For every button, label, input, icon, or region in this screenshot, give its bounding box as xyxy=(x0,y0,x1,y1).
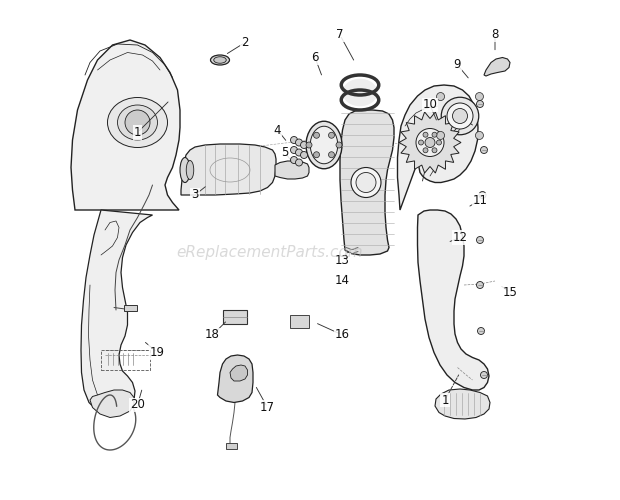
Polygon shape xyxy=(484,58,510,76)
Circle shape xyxy=(296,159,303,166)
Polygon shape xyxy=(71,40,180,210)
Circle shape xyxy=(296,149,303,156)
Polygon shape xyxy=(81,210,153,414)
Text: 2: 2 xyxy=(241,36,249,49)
Polygon shape xyxy=(275,161,309,179)
Text: 1: 1 xyxy=(134,126,141,139)
Circle shape xyxy=(291,146,298,154)
Polygon shape xyxy=(218,355,253,403)
Ellipse shape xyxy=(107,98,167,148)
Text: 6: 6 xyxy=(311,51,319,64)
Circle shape xyxy=(301,152,308,158)
Circle shape xyxy=(476,132,484,140)
Circle shape xyxy=(432,132,437,137)
Ellipse shape xyxy=(118,105,157,140)
Text: 8: 8 xyxy=(491,28,498,42)
Text: 5: 5 xyxy=(281,146,289,159)
Circle shape xyxy=(291,136,298,143)
FancyBboxPatch shape xyxy=(290,315,309,328)
Text: 14: 14 xyxy=(335,274,350,286)
Polygon shape xyxy=(340,110,394,255)
Text: 20: 20 xyxy=(130,398,145,411)
Text: 10: 10 xyxy=(423,98,438,112)
Circle shape xyxy=(476,92,484,100)
Ellipse shape xyxy=(180,158,190,182)
Polygon shape xyxy=(399,112,461,173)
Polygon shape xyxy=(230,365,247,381)
Polygon shape xyxy=(397,85,478,210)
Circle shape xyxy=(125,110,150,135)
Ellipse shape xyxy=(447,103,473,129)
Circle shape xyxy=(436,92,445,100)
Circle shape xyxy=(416,128,444,156)
Circle shape xyxy=(314,132,319,138)
Circle shape xyxy=(480,146,487,154)
Circle shape xyxy=(477,328,484,334)
Text: 9: 9 xyxy=(454,58,461,71)
Circle shape xyxy=(418,140,423,145)
FancyBboxPatch shape xyxy=(223,310,247,324)
Ellipse shape xyxy=(441,97,479,134)
Circle shape xyxy=(453,108,467,124)
Text: 19: 19 xyxy=(150,346,165,359)
Circle shape xyxy=(336,142,342,148)
Polygon shape xyxy=(417,210,489,390)
Circle shape xyxy=(479,192,486,198)
Text: 15: 15 xyxy=(503,286,518,299)
Circle shape xyxy=(425,138,435,147)
Circle shape xyxy=(329,132,335,138)
Text: 17: 17 xyxy=(260,401,275,414)
Circle shape xyxy=(480,372,487,378)
Circle shape xyxy=(436,132,445,140)
Polygon shape xyxy=(181,144,276,195)
Ellipse shape xyxy=(186,160,193,180)
Circle shape xyxy=(423,148,428,153)
Text: 12: 12 xyxy=(453,231,467,244)
Circle shape xyxy=(296,139,303,146)
Circle shape xyxy=(477,282,484,288)
Circle shape xyxy=(477,236,484,244)
Text: 16: 16 xyxy=(335,328,350,342)
Circle shape xyxy=(329,152,335,158)
Ellipse shape xyxy=(351,168,381,198)
Text: 4: 4 xyxy=(274,124,281,136)
Circle shape xyxy=(301,142,308,148)
Circle shape xyxy=(423,132,428,137)
Ellipse shape xyxy=(356,172,376,193)
Text: eReplacementParts.com: eReplacementParts.com xyxy=(177,245,363,260)
Circle shape xyxy=(436,140,441,145)
Circle shape xyxy=(314,152,319,158)
FancyBboxPatch shape xyxy=(226,443,237,449)
Circle shape xyxy=(291,156,298,164)
Text: 7: 7 xyxy=(336,28,343,42)
Ellipse shape xyxy=(211,55,229,65)
Circle shape xyxy=(477,100,484,107)
Ellipse shape xyxy=(310,126,338,164)
Ellipse shape xyxy=(342,78,378,106)
Text: 13: 13 xyxy=(335,254,350,266)
Circle shape xyxy=(432,148,437,153)
Circle shape xyxy=(306,142,312,148)
Polygon shape xyxy=(90,390,134,417)
Polygon shape xyxy=(435,389,490,419)
Ellipse shape xyxy=(214,56,226,63)
Text: 18: 18 xyxy=(205,328,220,342)
Text: 3: 3 xyxy=(192,188,198,202)
Text: 11: 11 xyxy=(472,194,487,206)
FancyBboxPatch shape xyxy=(124,305,136,311)
Ellipse shape xyxy=(306,121,342,169)
Text: 1: 1 xyxy=(441,394,449,406)
